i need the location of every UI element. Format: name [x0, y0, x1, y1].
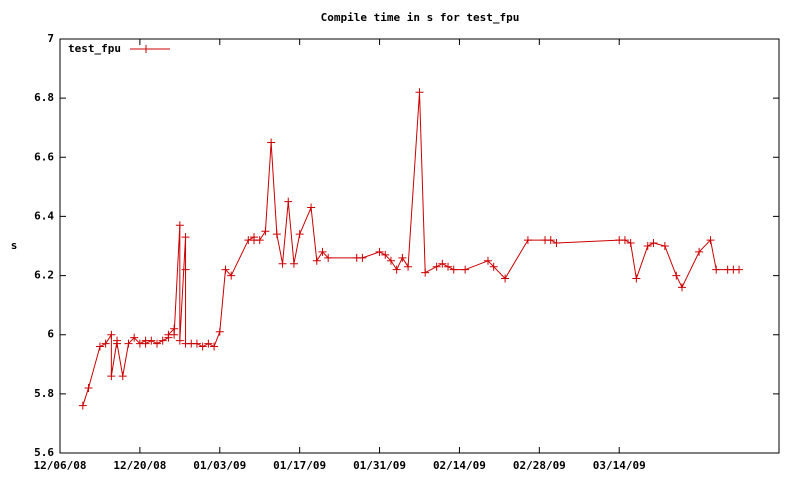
point-marker: [130, 333, 139, 342]
point-marker: [672, 271, 681, 280]
point-marker: [284, 197, 293, 206]
x-tick-label: 12/20/08: [113, 459, 166, 472]
point-marker: [170, 330, 179, 339]
point-marker: [392, 265, 401, 274]
point-marker: [712, 265, 721, 274]
x-tick-label: 02/14/09: [433, 459, 486, 472]
y-tick-label: 5.8: [34, 387, 54, 400]
point-marker: [660, 242, 669, 250]
point-marker: [358, 253, 367, 262]
point-marker: [546, 236, 555, 245]
point-marker: [107, 372, 116, 381]
point-marker: [295, 230, 304, 239]
point-marker: [461, 265, 470, 274]
point-marker: [677, 283, 686, 292]
point-marker: [181, 233, 190, 242]
point-marker: [312, 256, 321, 265]
x-tick-label: 01/17/09: [273, 459, 326, 472]
point-marker: [489, 262, 498, 271]
point-marker: [261, 227, 270, 236]
point-marker: [147, 336, 156, 345]
point-marker: [101, 339, 110, 348]
y-tick-label: 5.6: [34, 446, 54, 459]
point-marker: [198, 342, 207, 351]
point-marker: [124, 339, 133, 348]
point-marker: [404, 262, 413, 271]
point-marker: [307, 203, 316, 212]
y-tick-label: 7: [47, 32, 54, 45]
x-tick-label: 12/06/08: [34, 459, 87, 472]
point-marker: [695, 247, 704, 256]
point-marker: [107, 330, 116, 339]
point-marker: [626, 239, 635, 248]
y-tick-label: 6.6: [34, 150, 54, 163]
y-tick-label: 6.8: [34, 91, 54, 104]
point-marker: [444, 262, 453, 271]
legend-swatch: [130, 45, 170, 53]
point-marker: [204, 339, 213, 348]
point-marker: [432, 262, 441, 271]
point-marker: [415, 88, 424, 97]
point-marker: [221, 265, 230, 274]
point-marker: [381, 250, 390, 259]
point-marker: [215, 327, 224, 336]
point-marker: [620, 236, 629, 245]
point-marker: [272, 230, 281, 239]
point-marker: [227, 271, 236, 280]
point-marker: [267, 138, 276, 147]
point-marker: [706, 236, 715, 245]
legend-label: test_fpu: [68, 42, 121, 55]
y-tick-label: 6.2: [34, 269, 54, 282]
point-marker: [421, 268, 430, 277]
point-marker: [175, 221, 184, 230]
point-marker: [523, 236, 532, 245]
point-marker: [398, 253, 407, 262]
point-marker: [501, 274, 510, 283]
point-marker: [255, 236, 264, 245]
point-marker: [552, 239, 561, 248]
point-marker: [78, 401, 87, 410]
point-marker: [153, 339, 162, 348]
point-marker: [318, 247, 327, 256]
point-marker: [141, 339, 150, 348]
point-marker: [113, 339, 122, 348]
y-tick-label: 6.4: [34, 209, 54, 222]
point-marker: [735, 265, 744, 274]
point-marker: [192, 339, 201, 348]
point-marker: [210, 342, 219, 351]
point-marker: [386, 256, 395, 265]
point-marker: [278, 259, 287, 268]
point-marker: [158, 336, 167, 345]
point-marker: [324, 253, 333, 262]
plot-border: [59, 38, 780, 454]
point-marker: [289, 259, 298, 268]
point-marker: [118, 372, 127, 381]
point-marker: [438, 259, 447, 268]
series-line: [82, 92, 740, 406]
x-tick-label: 01/03/09: [193, 459, 246, 472]
point-marker: [181, 265, 190, 274]
y-axis-label: s: [11, 239, 18, 252]
point-marker: [95, 342, 104, 351]
x-tick-label: 02/28/09: [513, 459, 566, 472]
chart-title: Compile time in s for test_fpu: [321, 11, 520, 24]
point-marker: [483, 256, 492, 265]
point-marker: [375, 247, 384, 256]
point-marker: [632, 274, 641, 283]
point-marker: [449, 265, 458, 274]
point-marker: [643, 242, 652, 250]
x-tick-label: 03/14/09: [593, 459, 646, 472]
point-marker: [175, 336, 184, 345]
y-tick-label: 6: [47, 328, 54, 341]
x-tick-label: 01/31/09: [353, 459, 406, 472]
point-marker: [84, 383, 93, 392]
point-marker: [649, 239, 658, 248]
